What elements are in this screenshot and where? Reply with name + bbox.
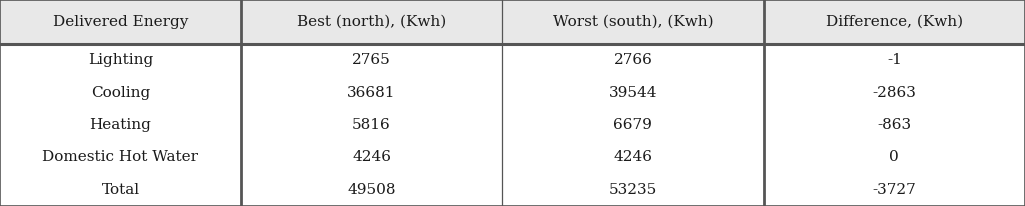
Text: Worst (south), (Kwh): Worst (south), (Kwh) (552, 15, 713, 29)
Text: Domestic Hot Water: Domestic Hot Water (42, 151, 199, 164)
Text: 2766: 2766 (614, 54, 652, 67)
Text: 2765: 2765 (353, 54, 391, 67)
Text: 4246: 4246 (352, 151, 392, 164)
Text: 0: 0 (890, 151, 899, 164)
Text: 53235: 53235 (609, 183, 657, 197)
Text: Lighting: Lighting (88, 54, 153, 67)
Text: Total: Total (101, 183, 139, 197)
Text: -3727: -3727 (872, 183, 916, 197)
Text: 49508: 49508 (347, 183, 396, 197)
Text: 6679: 6679 (614, 118, 652, 132)
Text: 36681: 36681 (347, 86, 396, 100)
Text: 5816: 5816 (353, 118, 391, 132)
Text: -863: -863 (877, 118, 911, 132)
Bar (0, 0, 1025, 44)
Text: Cooling: Cooling (91, 86, 150, 100)
Text: Best (north), (Kwh): Best (north), (Kwh) (297, 15, 446, 29)
Text: Delivered Energy: Delivered Energy (52, 15, 189, 29)
Text: 39544: 39544 (609, 86, 657, 100)
Text: -1: -1 (887, 54, 902, 67)
Text: Difference, (Kwh): Difference, (Kwh) (826, 15, 962, 29)
Text: -2863: -2863 (872, 86, 916, 100)
Text: 4246: 4246 (613, 151, 653, 164)
Text: Heating: Heating (89, 118, 152, 132)
